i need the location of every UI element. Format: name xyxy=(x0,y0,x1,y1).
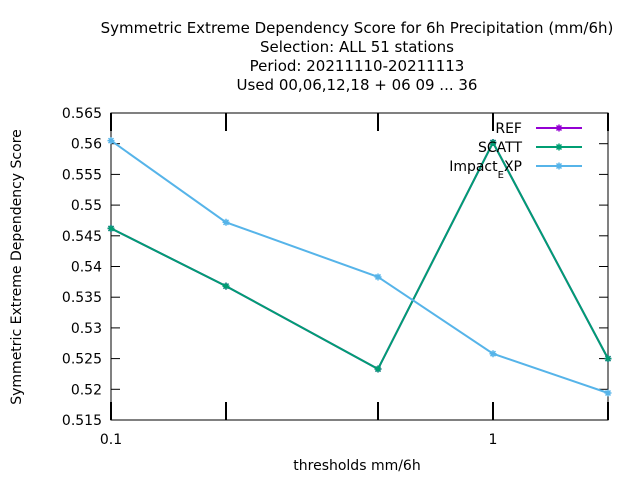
data-point xyxy=(107,224,115,232)
chart-title: Symmetric Extreme Dependency Score for 6… xyxy=(101,19,614,94)
legend-label: ImpactEXP xyxy=(449,159,522,181)
data-point xyxy=(604,355,612,363)
title-line-4: Used 00,06,12,18 + 06 09 ... 36 xyxy=(237,76,478,94)
axes: 0.515 0.52 0.525 0.53 0.535 0.54 0.545 0.55 0.55… xyxy=(62,106,609,448)
y-tick-label: 0.54 xyxy=(71,260,102,276)
y-tick-label: 0.555 xyxy=(62,167,102,183)
x-axis-label: thresholds mm/6h xyxy=(293,458,420,474)
y-tick-label: 0.525 xyxy=(62,352,102,368)
data-point xyxy=(107,137,115,145)
legend-marker xyxy=(555,124,563,132)
y-tick-label: 0.545 xyxy=(62,229,102,245)
y-tick-label: 0.56 xyxy=(71,137,102,153)
title-line-2: Selection: ALL 51 stations xyxy=(260,38,454,56)
data-point xyxy=(604,389,612,397)
legend-marker xyxy=(555,143,563,151)
legend-label: REF xyxy=(495,121,522,137)
title-line-3: Period: 20211110-20211113 xyxy=(250,57,465,75)
data-point xyxy=(374,365,382,373)
y-tick-label: 0.53 xyxy=(71,321,102,337)
data-point xyxy=(374,273,382,281)
legend-marker xyxy=(555,162,563,170)
y-tick-label: 0.55 xyxy=(71,198,102,214)
legend: REF SCATT ImpactEXP xyxy=(449,121,582,181)
data-point xyxy=(489,138,497,146)
x-tick-label: 1 xyxy=(489,432,498,448)
title-line-1: Symmetric Extreme Dependency Score for 6… xyxy=(101,19,614,37)
y-tick-label: 0.515 xyxy=(62,413,102,429)
x-tick-label: 0.1 xyxy=(100,432,122,448)
plot-area xyxy=(107,137,612,397)
y-axis-label: Symmetric Extreme Dependency Score xyxy=(9,129,25,405)
data-point xyxy=(222,218,230,226)
data-point xyxy=(489,350,497,358)
y-tick-label: 0.535 xyxy=(62,290,102,306)
y-tick-label: 0.52 xyxy=(71,382,102,398)
series-line xyxy=(110,140,609,371)
data-point xyxy=(222,282,230,290)
y-tick-label: 0.565 xyxy=(62,106,102,122)
legend-label: SCATT xyxy=(478,140,522,156)
series-line xyxy=(110,140,609,371)
